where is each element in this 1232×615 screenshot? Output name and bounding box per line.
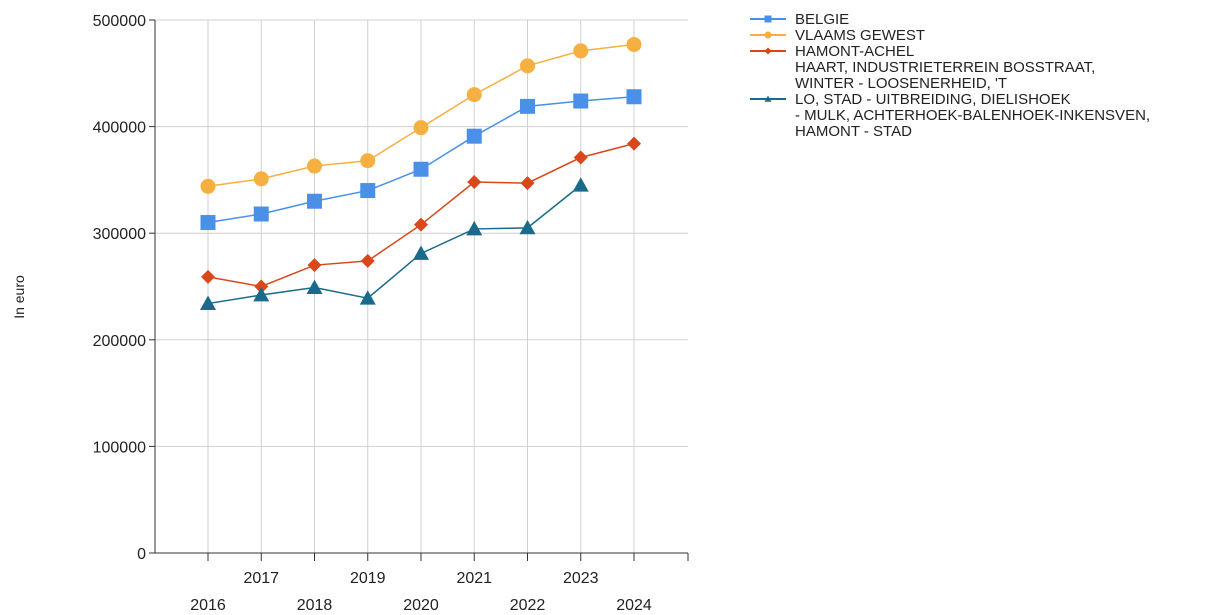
legend-marker	[764, 47, 772, 55]
legend-item-1: VLAAMS GEWEST	[750, 27, 925, 44]
series-2	[201, 136, 641, 294]
data-point	[414, 217, 428, 232]
y-tick-label: 500000	[93, 13, 146, 30]
legend-label: BELGIE	[795, 11, 849, 28]
data-point	[307, 158, 322, 174]
legend-label: VLAAMS GEWEST	[795, 27, 925, 44]
x-tick-label: 2018	[297, 597, 333, 614]
legend-marker	[764, 15, 772, 23]
data-point	[573, 43, 589, 59]
legend-label: WINTER - LOOSENERHEID, 'T	[795, 75, 1007, 92]
data-point	[573, 150, 588, 165]
data-point	[519, 219, 536, 235]
data-point	[466, 220, 483, 236]
y-tick-label: 0	[137, 546, 146, 563]
series-3	[200, 177, 589, 310]
data-point	[360, 153, 376, 169]
data-point	[360, 183, 376, 199]
axes: 0 100000 200000 300000 400000 500000 2016 2017 2…	[93, 13, 689, 614]
data-point	[520, 98, 535, 114]
data-point	[306, 279, 323, 294]
y-tick-label: 100000	[93, 439, 146, 456]
data-point	[627, 136, 641, 151]
data-point	[200, 295, 216, 310]
legend-marker	[764, 95, 772, 102]
y-axis-label: In euro	[11, 275, 27, 319]
data-point	[413, 120, 429, 136]
x-tick-label: 2020	[403, 597, 439, 614]
x-tick-label: 2017	[243, 570, 279, 587]
grid-lines	[155, 19, 688, 553]
y-tick-label: 200000	[93, 333, 146, 350]
data-point	[254, 279, 269, 294]
legend-item-3: HAART, INDUSTRIETERREIN BOSSTRAAT,WINTER…	[750, 59, 1150, 140]
series-line	[207, 184, 582, 305]
data-point	[253, 171, 269, 187]
data-point	[253, 287, 270, 302]
x-tick-label: 2016	[190, 597, 226, 614]
data-point	[572, 177, 589, 192]
data-point	[573, 93, 589, 109]
data-point	[200, 215, 216, 231]
legend-label: HAART, INDUSTRIETERREIN BOSSTRAAT,	[795, 59, 1095, 76]
data-point	[200, 178, 216, 194]
data-point	[413, 161, 429, 177]
data-point	[466, 87, 482, 103]
data-point	[307, 258, 322, 273]
x-tick-label: 2021	[456, 570, 492, 587]
y-tick-label: 300000	[93, 226, 146, 243]
data-point	[467, 175, 482, 190]
data-point	[626, 37, 642, 53]
x-tick-label: 2019	[350, 570, 386, 587]
series	[200, 37, 642, 310]
data-point	[626, 89, 642, 105]
data-point	[520, 176, 535, 191]
data-point	[307, 193, 322, 209]
x-tick-label: 2024	[616, 597, 652, 614]
series-1	[200, 37, 642, 194]
legend-label: HAMONT - STAD	[795, 123, 912, 140]
legend-label: - MULK, ACHTERHOEK-BALENHOEK-INKENSVEN,	[795, 107, 1150, 124]
data-point	[413, 245, 429, 260]
y-tick-label: 400000	[93, 120, 146, 137]
data-point	[201, 269, 215, 284]
legend-label: LO, STAD - UITBREIDING, DIELISHOEK	[795, 91, 1071, 108]
legend-marker	[764, 31, 772, 39]
data-point	[359, 290, 376, 305]
data-point	[253, 206, 269, 222]
x-tick-label: 2022	[510, 597, 546, 614]
legend-item-2: HAMONT-ACHEL	[750, 43, 914, 60]
data-point	[466, 128, 482, 144]
legend-item-0: BELGIE	[750, 11, 849, 28]
data-point	[520, 58, 535, 74]
legend-label: HAMONT-ACHEL	[795, 43, 914, 60]
x-tick-label: 2023	[563, 570, 599, 587]
series-0	[200, 89, 642, 231]
data-point	[360, 253, 375, 268]
